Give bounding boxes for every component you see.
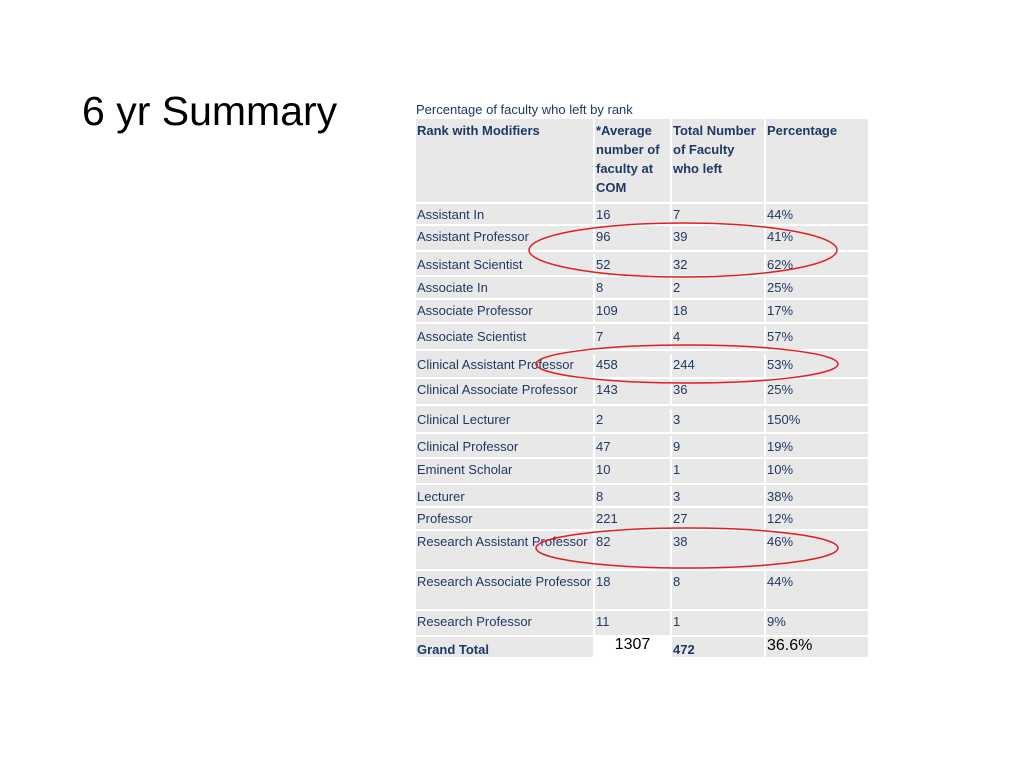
cell-average: 8	[595, 486, 672, 506]
cell-percentage: 62%	[767, 257, 794, 272]
table-row: Professor 221 27 12%	[416, 508, 868, 531]
cell-average: 221	[595, 508, 672, 529]
cell-percentage: 17%	[767, 303, 794, 318]
cell-average: 96	[595, 226, 672, 250]
faculty-rank-table: Rank with Modifiers *Average number of f…	[416, 119, 868, 659]
cell-left: 8	[672, 571, 766, 609]
table-row: Assistant In 16 7 44%	[416, 204, 868, 226]
cell-percentage: 25%	[767, 382, 794, 397]
total-left: 472	[672, 637, 766, 657]
cell-percentage: 9%	[767, 614, 786, 629]
cell-left: 244	[672, 354, 766, 377]
table-caption: Percentage of faculty who left by rank	[416, 102, 633, 117]
table-caption-wrap: Percentage of faculty who left by rank	[416, 101, 868, 119]
header-percentage: Percentage	[767, 123, 838, 138]
cell-percentage: 10%	[767, 462, 794, 477]
total-label: Grand Total	[416, 637, 595, 657]
cell-rank: Clinical Associate Professor	[416, 379, 595, 404]
table-row: Assistant Professor 96 39 41%	[416, 226, 868, 252]
cell-left: 1	[672, 611, 766, 635]
table-row: Clinical Associate Professor 143 36 25%	[416, 379, 868, 406]
cell-left: 36	[672, 379, 766, 404]
table-row: Associate In 8 2 25%	[416, 277, 868, 300]
table-row: Assistant Scientist 52 32 62%	[416, 252, 868, 277]
cell-rank: Assistant In	[416, 204, 595, 224]
cell-left: 7	[672, 204, 766, 224]
cell-left: 39	[672, 226, 766, 250]
cell-rank: Associate In	[416, 277, 595, 298]
cell-percentage: 41%	[767, 229, 794, 244]
cell-percentage: 38%	[767, 489, 794, 504]
cell-percentage: 150%	[767, 412, 801, 427]
table-row: Research Assistant Professor 82 38 46%	[416, 531, 868, 571]
slide-title: 6 yr Summary	[82, 88, 338, 134]
cell-rank: Professor	[416, 508, 595, 529]
cell-percentage: 44%	[767, 574, 794, 589]
cell-percentage: 25%	[767, 280, 794, 295]
cell-rank: Clinical Professor	[416, 436, 595, 457]
table-row: Eminent Scholar 10 1 10%	[416, 459, 868, 485]
cell-average: 2	[595, 409, 672, 432]
cell-rank: Assistant Scientist	[416, 254, 595, 275]
cell-rank: Research Assistant Professor	[416, 531, 595, 569]
table-row: Research Associate Professor 18 8 44%	[416, 571, 868, 611]
cell-average: 109	[595, 300, 672, 322]
cell-left: 27	[672, 508, 766, 529]
cell-percentage: 12%	[767, 511, 794, 526]
table-row: Research Professor 11 1 9%	[416, 611, 868, 637]
cell-rank: Clinical Lecturer	[416, 409, 595, 432]
cell-percentage: 46%	[767, 534, 794, 549]
cell-average: 143	[595, 379, 672, 404]
cell-percentage: 57%	[767, 329, 794, 344]
header-total-left: Total Number of Faculty who left	[672, 119, 766, 202]
cell-rank: Clinical Assistant Professor	[416, 354, 595, 377]
table-row: Associate Professor 109 18 17%	[416, 300, 868, 324]
cell-average: 11	[595, 611, 672, 635]
header-average: *Average number of faculty at COM	[595, 119, 672, 202]
cell-left: 4	[672, 326, 766, 349]
cell-left: 2	[672, 277, 766, 298]
table-row: Clinical Lecturer 2 3 150%	[416, 406, 868, 434]
table-row: Lecturer 8 3 38%	[416, 485, 868, 508]
cell-average: 7	[595, 326, 672, 349]
cell-percentage: 44%	[767, 207, 794, 222]
table-row: Clinical Professor 47 9 19%	[416, 434, 868, 459]
cell-average: 52	[595, 254, 672, 275]
total-percentage: 36.6%	[767, 637, 813, 654]
cell-rank: Eminent Scholar	[416, 459, 595, 483]
cell-average: 47	[595, 436, 672, 457]
cell-average: 18	[595, 571, 672, 609]
grand-total-row: Grand Total 1307 472 36.6%	[416, 637, 868, 659]
cell-rank: Assistant Professor	[416, 226, 595, 250]
cell-percentage: 19%	[767, 439, 794, 454]
cell-left: 32	[672, 254, 766, 275]
cell-average: 10	[595, 459, 672, 483]
cell-left: 9	[672, 436, 766, 457]
cell-left: 1	[672, 459, 766, 483]
cell-average: 458	[595, 354, 672, 377]
cell-rank: Associate Scientist	[416, 326, 595, 349]
cell-average: 8	[595, 277, 672, 298]
cell-left: 38	[672, 531, 766, 569]
cell-rank: Lecturer	[416, 486, 595, 506]
cell-left: 3	[672, 409, 766, 432]
cell-left: 3	[672, 486, 766, 506]
header-rank: Rank with Modifiers	[416, 119, 595, 202]
table-row: Associate Scientist 7 4 57%	[416, 324, 868, 351]
cell-rank: Research Professor	[416, 611, 595, 635]
total-average: 1307	[595, 637, 672, 657]
cell-rank: Research Associate Professor	[416, 571, 595, 609]
cell-rank: Associate Professor	[416, 300, 595, 322]
cell-average: 16	[595, 204, 672, 224]
table-header-row: Rank with Modifiers *Average number of f…	[416, 119, 868, 204]
cell-percentage: 53%	[767, 357, 794, 372]
cell-left: 18	[672, 300, 766, 322]
table-row: Clinical Assistant Professor 458 244 53%	[416, 351, 868, 379]
cell-average: 82	[595, 531, 672, 569]
